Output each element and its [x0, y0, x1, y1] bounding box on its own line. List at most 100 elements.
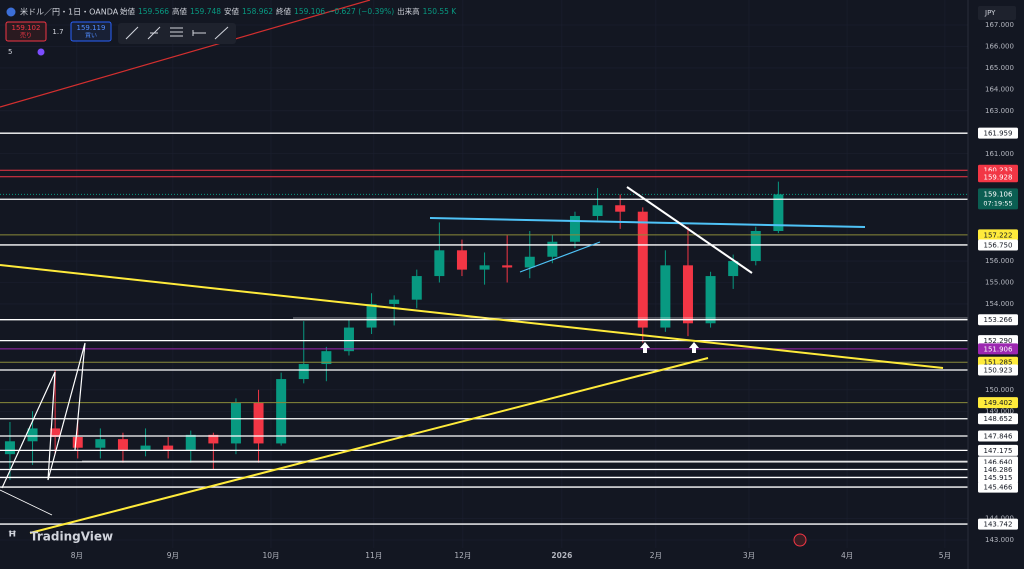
candle-body [4, 441, 15, 455]
ohlc-volume: 150.55 K [423, 7, 458, 16]
level-label: 145.915 [984, 474, 1013, 482]
x-tick-label: 10月 [262, 551, 279, 560]
y-tick-label: 144.000 [985, 515, 1014, 523]
y-tick-label: 155.000 [985, 279, 1014, 287]
candle-body [773, 194, 784, 231]
tool-icon[interactable] [192, 30, 206, 36]
level-label-box [978, 171, 1018, 183]
level-label: 147.846 [984, 433, 1013, 441]
level-label-box [978, 239, 1018, 251]
candle-body [637, 211, 648, 328]
buy-button[interactable] [70, 21, 112, 42]
event-icon[interactable] [793, 533, 807, 547]
x-tick-label: 9月 [167, 551, 179, 560]
level-label: 160.233 [984, 167, 1013, 175]
candle-body [682, 265, 693, 324]
y-tick-label: 149.000 [985, 407, 1014, 415]
y-tick-label: 154.000 [985, 300, 1014, 308]
currency-box[interactable] [978, 6, 1016, 20]
trendline [519, 241, 601, 273]
level-label-box [978, 229, 1018, 241]
level-label: 146.286 [984, 466, 1013, 474]
y-tick-label: 163.000 [985, 107, 1014, 115]
candle-body [366, 303, 377, 328]
candle-body [547, 241, 558, 257]
level-label-box [978, 314, 1018, 326]
ohlc-volume-label: 出来高 [397, 6, 420, 16]
candle-body [502, 265, 513, 268]
candle-body [27, 428, 38, 442]
candle-body [140, 445, 151, 450]
tool-icon[interactable] [125, 26, 139, 40]
level-label-box [978, 471, 1018, 483]
symbol-title: 米ドル／円・1日・OANDA [20, 7, 119, 17]
x-tick-label: 8月 [71, 551, 83, 560]
flag-icon [6, 7, 16, 17]
level-label: 149.402 [984, 399, 1013, 407]
level-label-box [978, 444, 1018, 456]
candle-body [343, 327, 354, 352]
y-tick-label: 161.000 [985, 150, 1014, 158]
candle-body [479, 265, 490, 270]
level-label: 151.906 [984, 345, 1013, 353]
arrow-up [689, 342, 699, 353]
trendline [1, 342, 86, 489]
y-tick-label: 150.000 [985, 386, 1014, 394]
candle-body [750, 231, 761, 262]
ohlc-low: 158.962 [242, 7, 273, 16]
candle-body [50, 428, 61, 437]
last-price-box [978, 188, 1018, 210]
level-label-box [978, 518, 1018, 530]
ohlc-close: 159.106 [294, 7, 325, 16]
trendline [626, 186, 753, 274]
candle-body [72, 437, 83, 448]
tool-icon[interactable] [147, 26, 161, 40]
y-tick-label: 164.000 [985, 85, 1014, 93]
tool-icon[interactable] [214, 26, 229, 40]
candle-body [389, 299, 400, 304]
ohlc-legend: 始値 159.566 高値 159.748 安値 158.962 終値 159.106 −0.6… [120, 6, 457, 16]
trendline [429, 217, 866, 228]
x-tick-label: 2026 [551, 551, 572, 560]
level-label-box [978, 397, 1018, 409]
countdown: 07:19:55 [983, 199, 1012, 207]
arrow-up [640, 342, 650, 353]
sell-label: 売り [20, 32, 32, 40]
trendline [0, 489, 53, 516]
candle-body [276, 379, 287, 444]
ohlc-open-label: 始値 [120, 6, 135, 16]
level-label: 159.928 [984, 173, 1013, 181]
level-label-box [978, 481, 1018, 493]
candle-body [411, 276, 422, 300]
level-label-box [978, 430, 1018, 442]
x-tick-label: 12月 [454, 551, 471, 560]
candle-body [615, 205, 626, 212]
candle-body [569, 215, 580, 242]
candle-body [163, 445, 174, 450]
ohlc-open: 159.566 [138, 7, 169, 16]
x-tick-label: 2月 [650, 551, 662, 560]
buy-price: 159.119 [77, 24, 106, 32]
candle-body [592, 205, 603, 216]
trendline [0, 264, 944, 369]
ohlc-close-label: 終値 [276, 6, 291, 16]
sell-button[interactable] [5, 21, 47, 42]
indicator-toggle[interactable]: 5 [8, 48, 12, 56]
x-tick-label: 11月 [365, 551, 382, 560]
level-label-box [978, 364, 1018, 376]
level-label: 151.285 [984, 359, 1013, 367]
tool-icon[interactable] [170, 27, 183, 37]
candle-body [230, 402, 241, 444]
levels [0, 132, 968, 525]
toolbar-icons [125, 26, 229, 40]
axis-labels: 143.000 144.000 149.000 150.000 154.000 155.0… [978, 21, 1018, 544]
level-label: 156.750 [984, 241, 1013, 249]
x-tick-label: 5月 [939, 551, 951, 560]
ohlc-low-label: 安値 [224, 6, 239, 16]
level-label: 143.742 [984, 521, 1013, 529]
indicator-icon [37, 48, 45, 56]
y-tick-label: 165.000 [985, 64, 1014, 72]
level-label: 147.175 [984, 447, 1013, 455]
y-tick-label: 167.000 [985, 21, 1014, 29]
